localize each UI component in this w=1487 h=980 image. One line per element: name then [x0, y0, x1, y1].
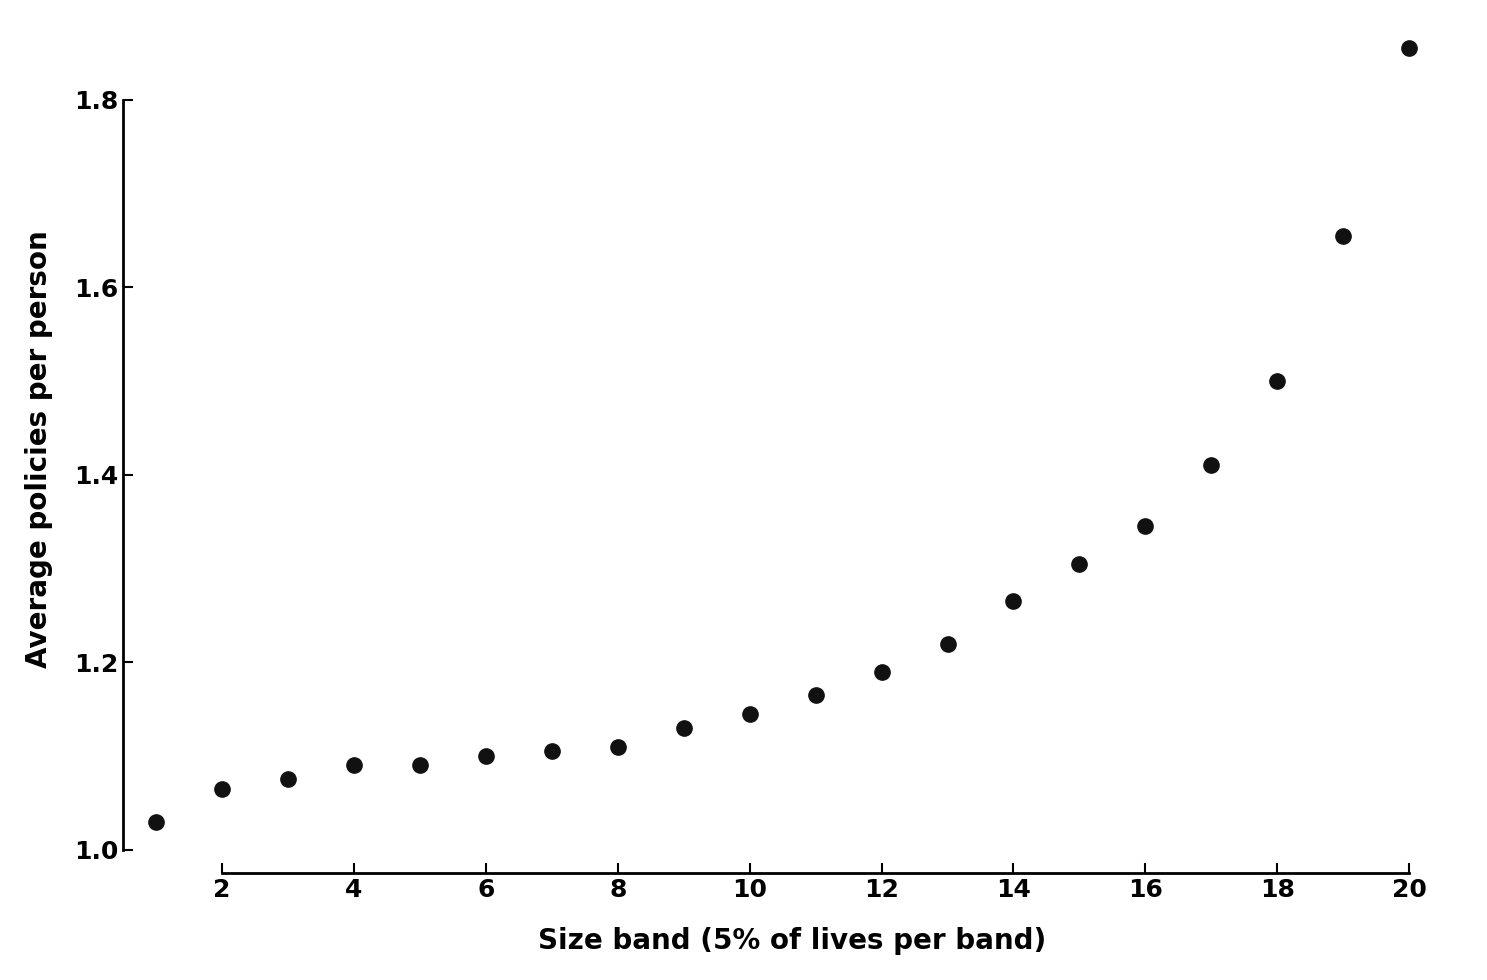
Point — [1265, 373, 1289, 389]
Point — [210, 781, 233, 797]
Point — [1331, 228, 1355, 244]
X-axis label: Size band (5% of lives per band): Size band (5% of lives per band) — [538, 927, 1047, 955]
Y-axis label: Average policies per person: Average policies per person — [25, 230, 54, 668]
Point — [870, 663, 894, 679]
Point — [738, 706, 761, 721]
Point — [935, 636, 959, 652]
Point — [1133, 518, 1157, 534]
Point — [144, 813, 168, 829]
Point — [474, 748, 498, 763]
Point — [1200, 458, 1224, 473]
Point — [1002, 594, 1026, 610]
Point — [407, 758, 431, 773]
Point — [1398, 40, 1422, 56]
Point — [672, 720, 696, 736]
Point — [342, 758, 366, 773]
Point — [804, 687, 828, 703]
Point — [1068, 556, 1091, 571]
Point — [277, 771, 300, 787]
Point — [540, 744, 564, 760]
Point — [605, 739, 629, 755]
